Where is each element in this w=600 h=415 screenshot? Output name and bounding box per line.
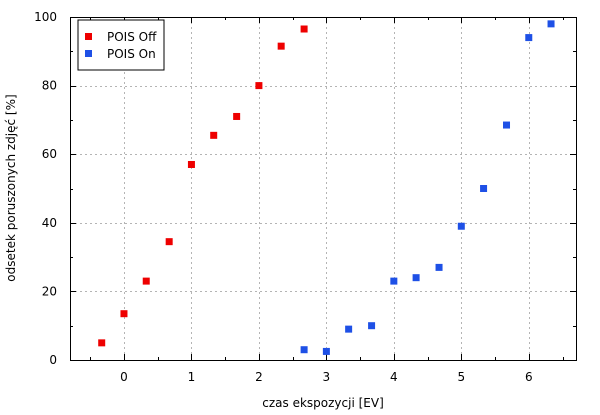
data-point bbox=[255, 82, 263, 90]
x-axis-label: czas ekspozycji [EV] bbox=[262, 396, 384, 410]
legend: POIS Off POIS On bbox=[77, 19, 165, 71]
y-tick-label: 0 bbox=[49, 353, 57, 367]
data-point bbox=[503, 121, 511, 129]
data-point bbox=[390, 277, 398, 285]
legend-label-off: POIS Off bbox=[107, 30, 157, 44]
data-point bbox=[412, 274, 420, 282]
data-point bbox=[120, 310, 128, 318]
x-tick-label: 1 bbox=[188, 370, 196, 384]
data-point bbox=[187, 160, 195, 168]
data-point bbox=[300, 346, 308, 354]
data-point bbox=[98, 339, 106, 347]
x-tick-label: 3 bbox=[323, 370, 331, 384]
y-axis-label: odsetek poruszonych zdjęć [%] bbox=[4, 94, 18, 281]
series-on bbox=[300, 20, 555, 355]
x-tick-label: 0 bbox=[120, 370, 128, 384]
data-point bbox=[300, 25, 308, 33]
data-point bbox=[525, 34, 533, 42]
legend-marker-on bbox=[85, 50, 92, 57]
data-point bbox=[210, 131, 218, 139]
x-tick-label: 6 bbox=[525, 370, 533, 384]
series-off bbox=[98, 25, 308, 347]
y-tick-label: 80 bbox=[42, 79, 57, 93]
data-point bbox=[233, 112, 241, 120]
y-tick-label: 100 bbox=[34, 10, 57, 24]
data-point bbox=[142, 277, 150, 285]
legend-label-on: POIS On bbox=[107, 47, 156, 61]
data-point bbox=[165, 238, 173, 246]
y-tick-label: 20 bbox=[42, 284, 57, 298]
y-tick-label: 60 bbox=[42, 147, 57, 161]
x-tick-label: 4 bbox=[390, 370, 398, 384]
data-point bbox=[322, 347, 330, 355]
data-point bbox=[368, 322, 376, 330]
data-point bbox=[435, 263, 443, 271]
y-tick-label: 40 bbox=[42, 216, 57, 230]
data-point bbox=[277, 42, 285, 50]
data-point bbox=[480, 185, 488, 192]
x-tick-label: 5 bbox=[457, 370, 465, 384]
data-point bbox=[457, 222, 465, 230]
legend-box bbox=[77, 19, 165, 71]
x-tick-label: 2 bbox=[255, 370, 263, 384]
data-point bbox=[345, 325, 353, 333]
data-point bbox=[547, 20, 555, 28]
axes bbox=[70, 17, 577, 361]
legend-marker-off bbox=[85, 33, 92, 40]
